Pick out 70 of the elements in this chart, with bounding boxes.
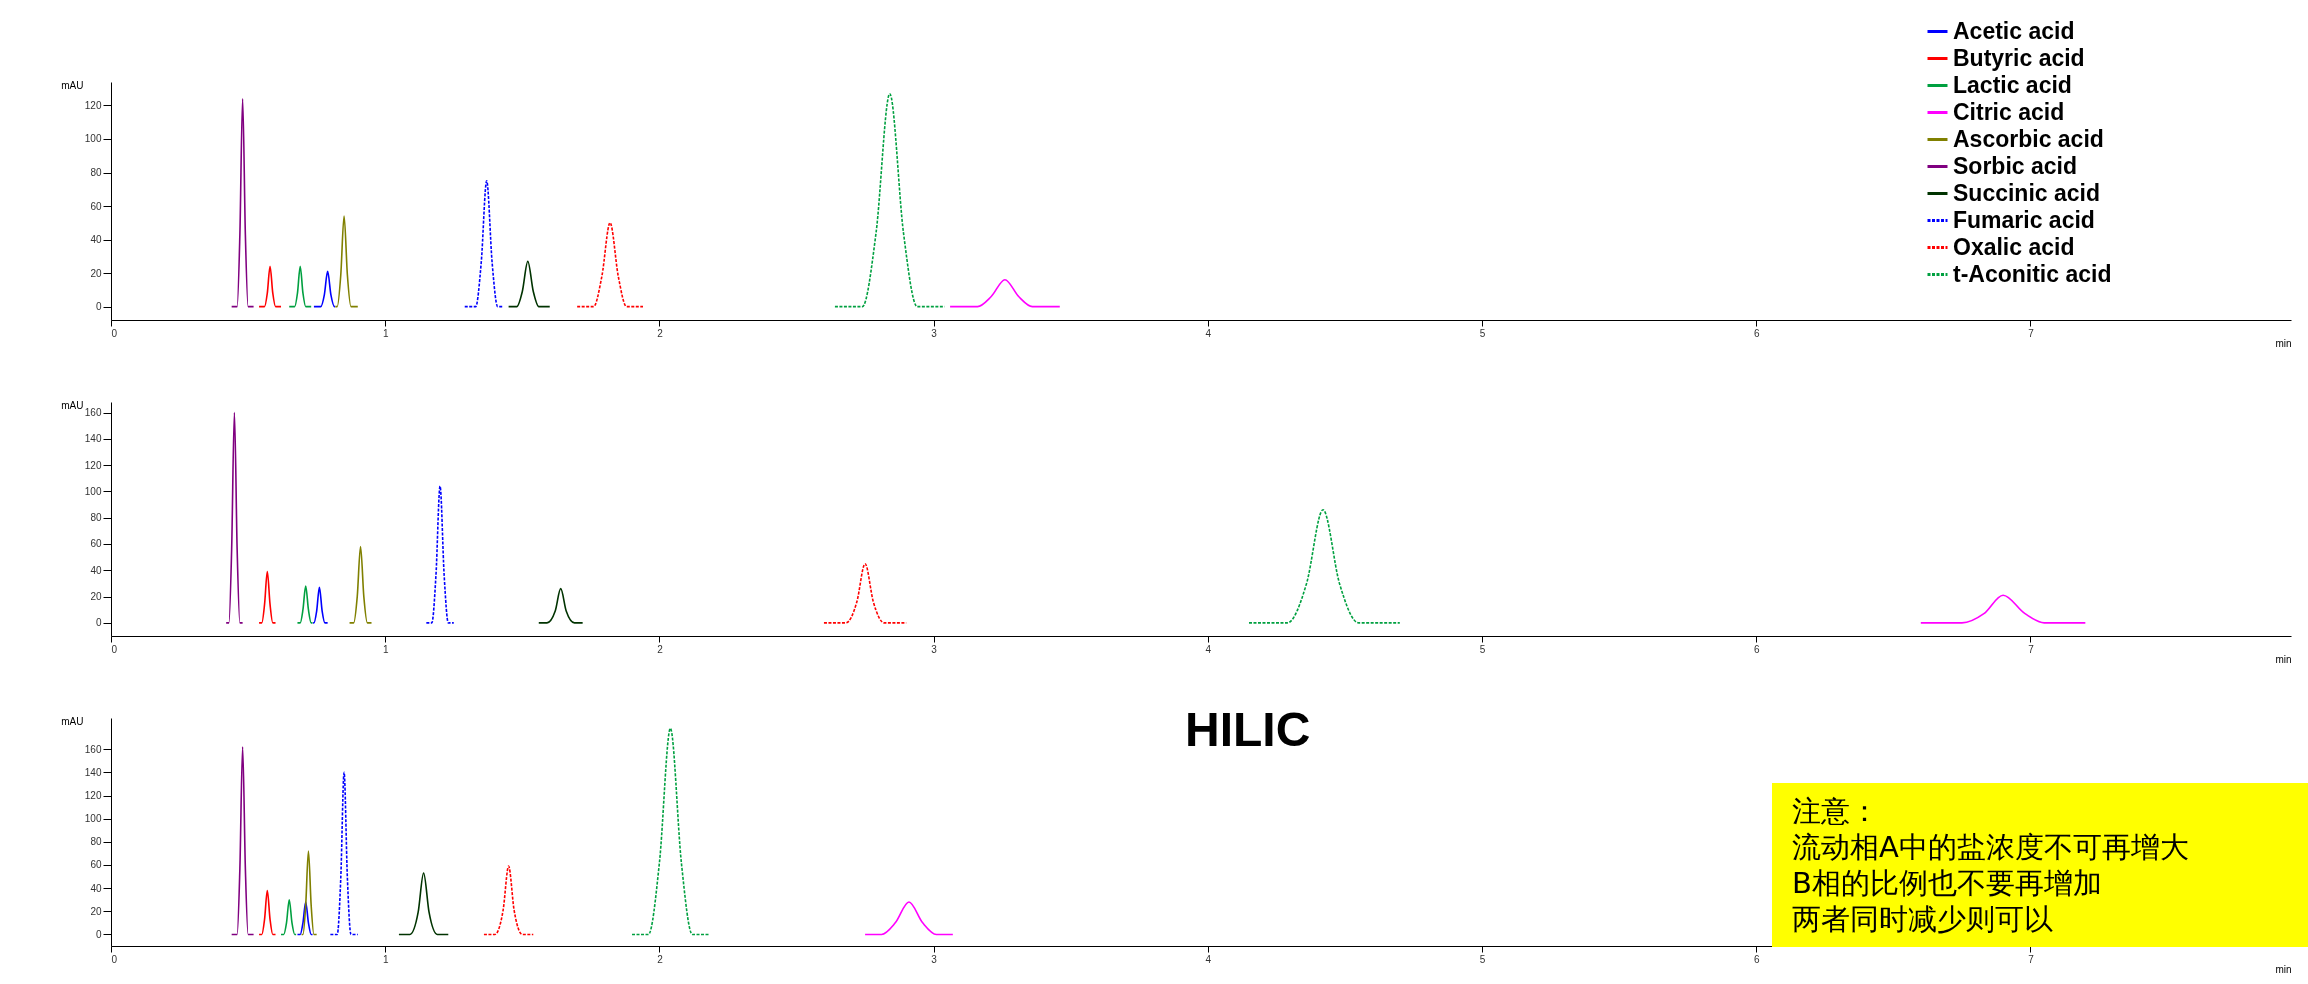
y-axis-title: mAU <box>61 79 84 91</box>
legend-label: t-Aconitic acid <box>1953 260 2112 287</box>
x-tick-label: 7 <box>2028 953 2035 965</box>
annotation: 两者同时减少则可以 <box>1792 901 2054 937</box>
annotation: B相的比例也不要再增加 <box>1792 865 2103 901</box>
x-tick-label: 5 <box>1479 953 1486 965</box>
chart-title: HILIC <box>1185 702 1311 757</box>
annotation: 注意： <box>1792 793 1880 829</box>
legend-label: Lactic acid <box>1953 71 2072 98</box>
y-tick-label: 140 <box>84 433 102 445</box>
y-tick-label: 100 <box>84 133 102 145</box>
y-tick-label: 60 <box>90 200 102 212</box>
y-tick-label: 120 <box>84 99 102 111</box>
x-tick-label: 1 <box>382 327 389 339</box>
legend-label: Succinic acid <box>1953 179 2101 206</box>
legend-label: Sorbic acid <box>1953 152 2077 179</box>
x-tick-label: 6 <box>1754 327 1760 339</box>
x-tick-label: 2 <box>657 953 664 965</box>
y-tick-label: 140 <box>84 766 102 778</box>
y-axis-title: mAU <box>61 399 84 411</box>
x-tick-label: 4 <box>1205 327 1212 339</box>
x-tick-label: 4 <box>1205 953 1212 965</box>
y-tick-label: 40 <box>90 234 102 246</box>
y-tick-label: 100 <box>84 813 102 825</box>
legend-label: Fumaric acid <box>1953 206 2095 233</box>
x-tick-label: 7 <box>2028 643 2035 655</box>
x-tick-label: 3 <box>931 953 938 965</box>
legend-label: Acetic acid <box>1953 17 2075 44</box>
y-tick-label: 0 <box>95 928 102 940</box>
x-tick-label: 4 <box>1205 643 1212 655</box>
y-tick-label: 120 <box>84 459 102 471</box>
y-tick-label: 20 <box>90 267 102 279</box>
y-tick-label: 80 <box>90 167 102 179</box>
y-tick-label: 160 <box>84 407 102 419</box>
x-tick-label: 7 <box>2028 327 2035 339</box>
legend-label: Oxalic acid <box>1953 233 2075 260</box>
x-tick-label: 6 <box>1754 643 1760 655</box>
x-tick-label: 1 <box>382 953 389 965</box>
legend-label: Ascorbic acid <box>1953 125 2104 152</box>
x-tick-label: 1 <box>382 643 389 655</box>
x-tick-label: 5 <box>1479 643 1486 655</box>
x-tick-label: 3 <box>931 643 938 655</box>
y-tick-label: 60 <box>90 538 102 550</box>
x-axis-title: min <box>2275 337 2292 349</box>
y-tick-label: 20 <box>90 905 102 917</box>
x-tick-label: 0 <box>111 327 118 339</box>
x-tick-label: 0 <box>111 953 118 965</box>
y-tick-label: 40 <box>90 564 102 576</box>
y-tick-label: 0 <box>95 301 102 313</box>
y-tick-label: 160 <box>84 743 102 755</box>
y-tick-label: 120 <box>84 790 102 802</box>
x-tick-label: 6 <box>1754 953 1760 965</box>
legend-label: Citric acid <box>1953 98 2065 125</box>
x-tick-label: 0 <box>111 643 118 655</box>
x-tick-label: 3 <box>931 327 938 339</box>
y-tick-label: 80 <box>90 836 102 848</box>
y-tick-label: 20 <box>90 591 102 603</box>
x-tick-label: 2 <box>657 643 664 655</box>
annotation: 流动相A中的盐浓度不可再增大 <box>1792 829 2190 865</box>
y-tick-label: 40 <box>90 882 102 894</box>
x-tick-label: 5 <box>1479 327 1486 339</box>
x-tick-label: 2 <box>657 327 664 339</box>
x-axis-title: min <box>2275 963 2292 975</box>
y-tick-label: 0 <box>95 617 102 629</box>
y-axis-title: mAU <box>61 715 84 727</box>
y-tick-label: 80 <box>90 512 102 524</box>
x-axis-title: min <box>2275 653 2292 665</box>
y-tick-label: 60 <box>90 859 102 871</box>
y-tick-label: 100 <box>84 485 102 497</box>
legend-label: Butyric acid <box>1953 44 2085 71</box>
